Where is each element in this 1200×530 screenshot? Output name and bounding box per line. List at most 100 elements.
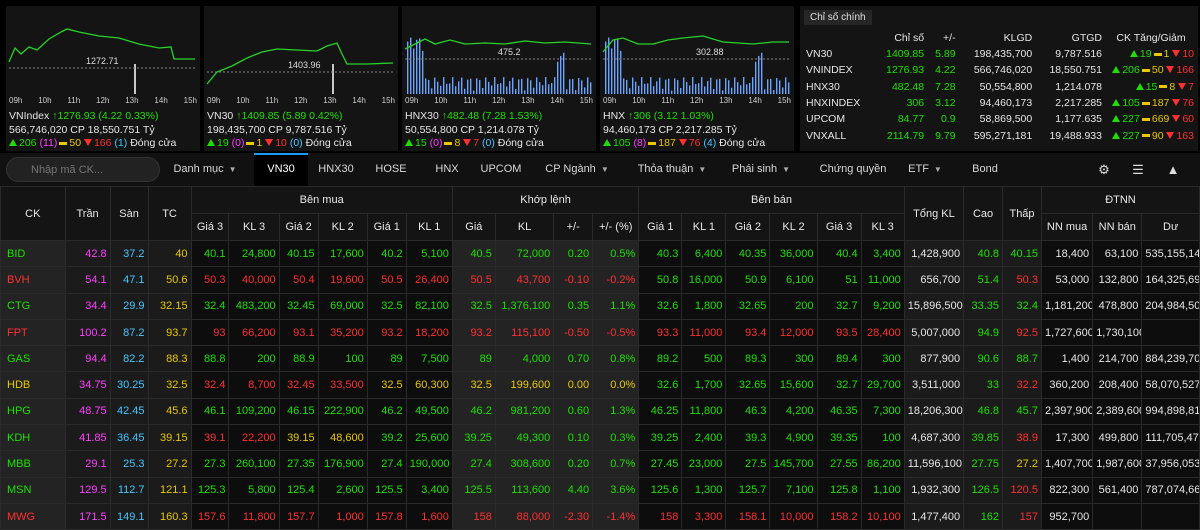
floor-price: 42.45 [109,397,149,426]
table-row[interactable]: HPG 48.75 42.45 45.6 46.1 109,200 46.15 222,900… [0,397,1200,426]
tab-label: Thỏa thuận [637,163,694,175]
ask-volume-2: 7,100 [769,476,818,504]
high-price: 46.8 [963,397,1004,426]
index-header: 1272.71 09h 10h 11h 12h 13h 14h 15h VNIndex ↑127… [0,0,1200,153]
stock-code[interactable]: BVH [0,266,66,294]
stock-code[interactable]: GAS [0,345,66,373]
tab-hose[interactable]: HOSE [368,153,414,186]
settings-icon[interactable]: ⚙ [1098,162,1110,177]
stock-code[interactable]: MWG [0,502,66,530]
reference-price: 39.15 [147,424,192,452]
summary-index-value: 2114.79 [886,129,925,142]
col-sell-kl2: KL 2 [769,213,818,241]
index-change: (4.22 0.33%) [98,110,159,122]
scroll-top-icon[interactable]: ▲ [1166,162,1180,177]
ceiling-price: 100.2 [64,318,111,347]
caret-down-icon: ▼ [600,165,609,174]
mini-chart-vn30[interactable]: 1403.96 09h 10h 11h 12h 13h 14h 15h VN30 ↑1409.8… [204,6,398,151]
stock-code[interactable]: MBB [0,450,66,478]
bid-volume-1: 49,500 [405,397,453,426]
summary-row[interactable]: HNX30 482.48 7.28 50,554,800 1,214.078 15 8 7 [803,79,1197,95]
mini-chart-hnx30[interactable]: 475.2 09h 10h 11h 12h 13h 14h 15h HNX30 ↑482.48 … [402,6,596,151]
stock-code[interactable]: MSN [0,476,66,504]
bid-price-2: 93.1 [278,318,319,347]
summary-index-value: 1409.85 [886,48,925,61]
summary-row[interactable]: HNXINDEX 306 3.12 94,460,173 2,217.285 105 187… [803,95,1197,111]
unchanged-icon [1153,52,1162,56]
summary-row[interactable]: VNINDEX 1276.93 4.22 566,746,020 18,550.751 2… [803,62,1197,78]
bid-volume-1: 82,100 [405,292,453,320]
match-volume: 43,700 [494,266,555,294]
ask-volume-3: 86,200 [860,450,905,478]
table-row[interactable]: FPT 100.2 87.2 93.7 93 66,200 93.1 35,200 93.2 18… [0,318,1200,347]
tab-phái-sinh[interactable]: Phái sinh ▼ [722,153,800,186]
bid-volume-2: 176,900 [317,450,368,478]
summary-row[interactable]: UPCOM 84.77 0.9 58,869,500 1,177.635 227 669 6… [803,111,1197,127]
high-price: 94.9 [963,318,1004,347]
tab-danh-mục[interactable]: Danh mục ▼ [166,153,244,186]
table-row[interactable]: KDH 41.85 36.45 39.15 39.1 22,200 39.15 48,600 3… [0,424,1200,452]
bid-price-3: 50.3 [190,266,230,294]
table-row[interactable]: MSN 129.5 112.7 121.1 125.3 5,800 125.4 2,600 12… [0,476,1200,504]
ask-volume-3: 9,200 [860,292,905,320]
col-sell-g1: Giá 1 [638,213,683,241]
reference-price: 160.3 [147,502,192,530]
main-index-summary: Chỉ số chính Chỉ số +/- KLGD GTGD CK Tăng/Gi… [800,6,1198,151]
bid-volume-3: 40,000 [228,266,280,294]
stock-code[interactable]: BID [0,239,66,268]
col-ck[interactable]: CK [0,186,66,241]
tab-chứng-quyền[interactable]: Chứng quyền [808,153,898,186]
table-row[interactable]: CTG 34.4 29.9 32.15 32.4 483,200 32.45 69,000 32… [0,292,1200,320]
menu-icon[interactable]: ☰ [1132,162,1144,177]
foreign-sell: 1,730,100 [1092,318,1143,347]
summary-row[interactable]: VNXALL 2114.79 9.79 595,271,181 19,488.933 22… [803,127,1197,143]
ceiling-price: 129.5 [64,476,111,504]
table-row[interactable]: BVH 54.1 47.1 50.6 50.3 40,000 50.4 19,600 50.5 2… [0,266,1200,294]
floor-price: 47.1 [109,266,149,294]
tab-hnx30[interactable]: HNX30 [306,153,366,186]
price-change-pct: 0.8% [592,345,640,373]
time-tick: 09h [207,96,221,105]
tab-cp-ngành[interactable]: CP Ngành ▼ [534,153,620,186]
time-tick: 13h [719,96,733,105]
table-row[interactable]: BID 42.8 37.2 40 40.1 24,800 40.15 17,600 40.2 5,… [0,239,1200,268]
tab-upcom[interactable]: UPCOM [470,153,532,186]
tab-bond[interactable]: Bond [960,153,1010,186]
stock-code[interactable]: KDH [0,424,66,452]
stock-code[interactable]: HDB [0,371,66,399]
ask-price-3: 27.55 [816,450,862,478]
down-triangle-icon [463,139,472,146]
mini-chart-hnx[interactable]: 302.88 09h 10h 11h 12h 13h 14h 15h HNX ↑306 (3.1… [600,6,794,151]
bid-volume-3: 483,200 [228,292,280,320]
tab-vn30[interactable]: VN30 [254,153,308,186]
low-price: 40.15 [1002,239,1042,268]
foreign-room: 787,074,666 [1141,476,1200,504]
bid-price-3: 27.3 [190,450,230,478]
price-change-pct: 0.5% [592,239,640,268]
search-input[interactable] [6,157,160,182]
mini-chart-vnindex[interactable]: 1272.71 09h 10h 11h 12h 13h 14h 15h VNIndex ↑127… [6,6,200,151]
table-row[interactable]: MBB 29.1 25.3 27.2 27.3 260,100 27.35 176,900 27… [0,450,1200,478]
tab-etf[interactable]: ETF ▼ [898,153,952,186]
bid-volume-2: 1,000 [317,502,368,530]
volume: 198,435,700 CP [207,123,283,136]
summary-row[interactable]: VN30 1409.85 5.89 198,435,700 9,787.516 19 1 1… [803,46,1197,62]
table-row[interactable]: GAS 94.4 82.2 88.3 88.8 200 88.9 100 89 7,500 89 4,… [0,345,1200,373]
foreign-buy: 360,200 [1040,371,1094,399]
down-triangle-icon [265,139,274,146]
stock-code[interactable]: HPG [0,397,66,426]
bid-volume-1: 25,600 [405,424,453,452]
table-row[interactable]: MWG 171.5 149.1 160.3 157.6 11,800 157.7 1,000 1… [0,502,1200,530]
bid-volume-1: 26,400 [405,266,453,294]
foreign-buy: 1,727,600 [1040,318,1094,347]
index-name: VN30 [207,110,234,122]
summary-value: 9,787.516 [1055,48,1102,61]
table-row[interactable]: HDB 34.75 30.25 32.5 32.4 8,700 32.45 33,500 32.… [0,371,1200,399]
stock-code[interactable]: CTG [0,292,66,320]
low-price: 27.2 [1002,450,1042,478]
tab-thỏa-thuận[interactable]: Thỏa thuận ▼ [626,153,718,186]
stock-code[interactable]: FPT [0,318,66,347]
ceiling-price: 41.85 [64,424,111,452]
ask-price-3: 40.4 [816,239,862,268]
tab-hnx[interactable]: HNX [424,153,470,186]
